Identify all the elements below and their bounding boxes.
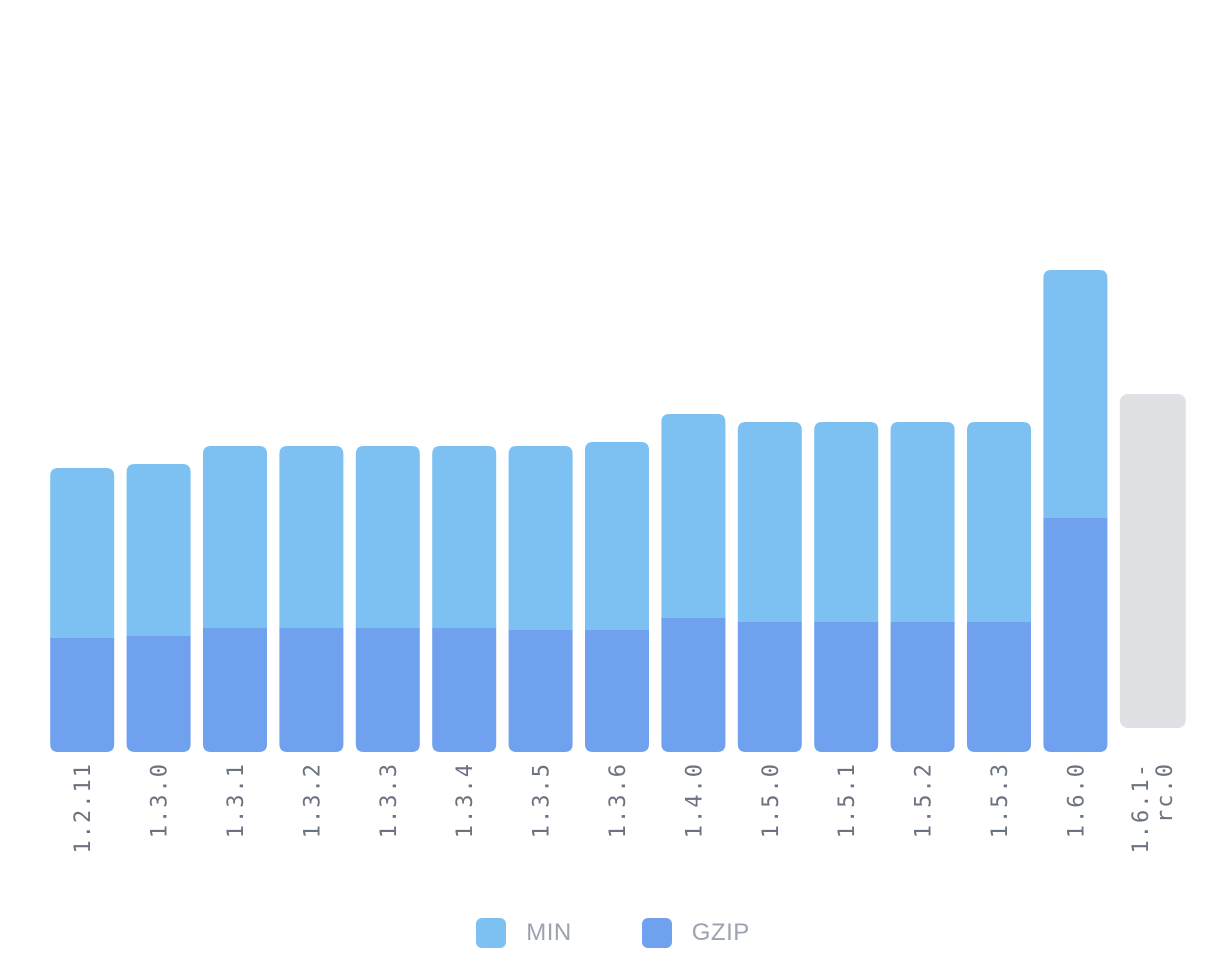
bar-min-1-6-0[interactable] — [1043, 270, 1108, 519]
legend-item-min[interactable]: MIN — [476, 918, 572, 948]
tick-label-1-3-1: 1.3.1 — [224, 762, 249, 838]
tick-label-text: 1.3.2 — [300, 762, 325, 838]
legend-label-gzip: GZIP — [691, 919, 750, 946]
tick-label-1-3-4: 1.3.4 — [453, 762, 478, 838]
tick-label-1-4-0: 1.4.0 — [682, 762, 707, 838]
bar-min-1-3-0[interactable] — [126, 464, 191, 637]
bar-gzip-1-3-5[interactable] — [508, 630, 573, 752]
tick-label-text: 1.5.3 — [988, 762, 1013, 838]
bar-gzip-1-3-6[interactable] — [585, 630, 649, 752]
legend-item-gzip[interactable]: GZIP — [641, 918, 750, 948]
tick-label-text: 1.3.4 — [453, 762, 478, 838]
tick-label-text: 1.3.1 — [224, 762, 249, 838]
tick-label-text: 1.6.0 — [1064, 762, 1089, 838]
tick-label-text: 1.3.3 — [377, 762, 402, 838]
bar-min-1-5-0[interactable] — [737, 422, 802, 623]
tick-label-text: 1.3.5 — [530, 762, 555, 838]
tick-label-text: rc.0 — [1153, 762, 1178, 823]
bar-gzip-1-3-1[interactable] — [203, 628, 267, 752]
bar-min-1-3-6[interactable] — [585, 442, 649, 631]
bar-gzip-1-3-2[interactable] — [279, 628, 344, 752]
tick-label-text: 1.6.1- — [1129, 762, 1154, 853]
legend-label-min: MIN — [526, 919, 572, 946]
bar-gzip-1-6-0[interactable] — [1043, 518, 1108, 752]
tick-label-text: 1.3.6 — [606, 762, 631, 838]
bar-gzip-1-5-2[interactable] — [890, 622, 955, 752]
tick-label-1-2-11: 1.2.11 — [71, 762, 96, 853]
legend-swatch-gzip — [641, 918, 672, 948]
tick-label-text: 1.3.0 — [148, 762, 173, 838]
chart-legend: MIN GZIP — [0, 918, 1226, 948]
tick-label-text: 1.5.0 — [759, 762, 784, 838]
bar-min-1-5-3[interactable] — [967, 422, 1031, 623]
tick-label-1-3-5: 1.3.5 — [530, 762, 555, 838]
bar-gzip-1-5-3[interactable] — [967, 622, 1031, 752]
bar-pending-1-6-1-rc-0[interactable] — [1119, 394, 1186, 728]
tick-label-1-6-0: 1.6.0 — [1064, 762, 1089, 838]
chart-canvas: 1.2.11 1.3.0 1.3.1 1.3.2 1.3.3 1.3.4 1.3.5 1.3.… — [50, 270, 1186, 853]
tick-label-text: 1.2.11 — [71, 762, 96, 853]
bar-min-1-3-5[interactable] — [508, 446, 573, 631]
bar-gzip-1-3-4[interactable] — [432, 628, 497, 752]
bar-gzip-1-4-0[interactable] — [661, 618, 726, 752]
bar-gzip-1-3-3[interactable] — [355, 628, 420, 752]
bar-min-1-3-4[interactable] — [432, 446, 497, 629]
tick-label-text: 1.5.1 — [835, 762, 860, 838]
tick-label-1-3-3: 1.3.3 — [377, 762, 402, 838]
bar-gzip-1-2-11[interactable] — [50, 638, 115, 752]
tick-label-1-6-1-rc-0: 1.6.1- rc.0 — [1129, 762, 1178, 853]
bar-gzip-1-5-1[interactable] — [814, 622, 879, 752]
tick-label-1-5-1: 1.5.1 — [835, 762, 860, 838]
bar-gzip-1-3-0[interactable] — [126, 636, 191, 752]
tick-label-1-5-3: 1.5.3 — [988, 762, 1013, 838]
bar-min-1-4-0[interactable] — [661, 414, 726, 619]
bar-min-1-5-2[interactable] — [890, 422, 955, 623]
tick-label-1-5-2: 1.5.2 — [912, 762, 937, 838]
tick-label-1-3-0: 1.3.0 — [148, 762, 173, 838]
bar-min-1-5-1[interactable] — [814, 422, 879, 623]
tick-label-text: 1.4.0 — [682, 762, 707, 838]
tick-label-1-5-0: 1.5.0 — [759, 762, 784, 838]
tick-label-1-3-6: 1.3.6 — [606, 762, 631, 838]
bar-min-1-3-1[interactable] — [203, 446, 267, 629]
bar-min-1-3-3[interactable] — [355, 446, 420, 629]
tick-label-1-3-2: 1.3.2 — [300, 762, 325, 838]
bar-gzip-1-5-0[interactable] — [737, 622, 802, 752]
bar-min-1-3-2[interactable] — [279, 446, 344, 629]
legend-swatch-min — [476, 918, 507, 948]
tick-label-text: 1.5.2 — [912, 762, 937, 838]
bar-min-1-2-11[interactable] — [50, 468, 115, 639]
